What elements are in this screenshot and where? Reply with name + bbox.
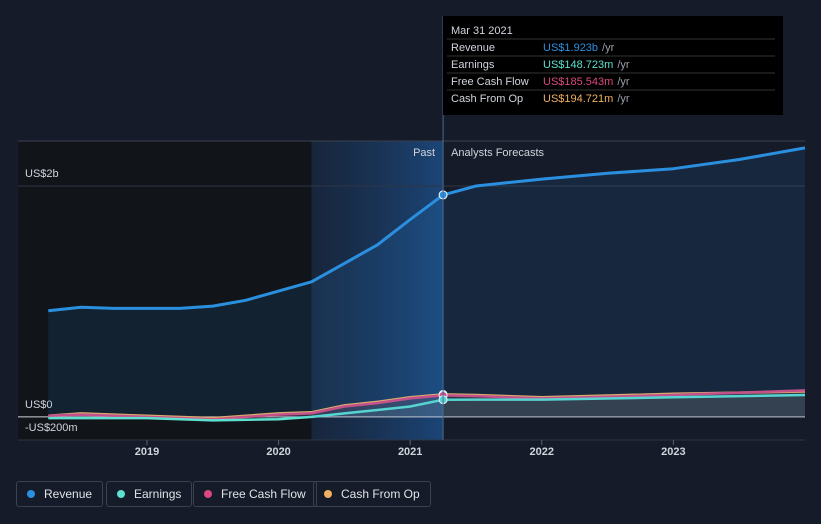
series-area: [48, 395, 806, 421]
tooltip-value-text: US$194.721m: [543, 93, 613, 105]
legend-swatch: [204, 490, 212, 498]
tooltip-suffix: /yr: [617, 59, 630, 71]
tooltip-value-text: US$185.543m: [543, 76, 613, 88]
tooltip-suffix: /yr: [617, 76, 630, 88]
tooltip-value: US$194.721m/yr: [543, 93, 630, 105]
tooltip-label: Free Cash Flow: [451, 76, 529, 88]
tooltip-label: Cash From Op: [451, 93, 523, 105]
y-tick-label: US$0: [25, 399, 53, 411]
series-line: [48, 393, 806, 422]
tooltip-box: [443, 16, 783, 115]
highlight-region: [311, 141, 444, 440]
legend-swatch: [117, 490, 125, 498]
legend-label: Revenue: [44, 487, 93, 501]
legend-label: Earnings: [134, 487, 182, 501]
tooltip-suffix: /yr: [617, 93, 630, 105]
legend-item[interactable]: Revenue: [16, 481, 104, 507]
tooltip-suffix: /yr: [602, 42, 615, 54]
legend-swatch: [324, 490, 332, 498]
series-area: [48, 147, 806, 417]
tooltip-value: US$1.923b/yr: [543, 42, 615, 54]
tooltip-date: Mar 31 2021: [451, 25, 513, 37]
past-background: [18, 141, 312, 440]
x-tick-label: 2019: [135, 446, 159, 458]
tooltip-value: US$148.723m/yr: [543, 59, 630, 71]
legend-item[interactable]: Earnings: [106, 481, 193, 507]
forecast-label: Analysts Forecasts: [451, 147, 544, 159]
tooltip-value-text: US$148.723m: [543, 59, 613, 71]
tooltip-label: Earnings: [451, 59, 495, 71]
x-tick-label: 2022: [530, 446, 554, 458]
legend-swatch: [27, 490, 35, 498]
legend-label: Free Cash Flow: [221, 487, 306, 501]
x-tick-label: 2020: [266, 446, 290, 458]
x-tick-label: 2023: [661, 446, 685, 458]
y-tick-label: US$2b: [25, 168, 59, 180]
y-tick-label: -US$200m: [25, 422, 78, 434]
series-line: [48, 146, 806, 313]
legend-item[interactable]: Cash From Op: [313, 481, 431, 507]
tooltip-value: US$185.543m/yr: [543, 76, 630, 88]
tooltip: Mar 31 2021 Revenue US$1.923b/yr Earnings US…: [443, 16, 783, 115]
past-label: Past: [413, 147, 435, 159]
legend-label: Cash From Op: [341, 487, 420, 501]
tooltip-label: Revenue: [451, 42, 495, 54]
legend-item[interactable]: Free Cash Flow: [193, 481, 317, 507]
tooltip-value-text: US$1.923b: [543, 42, 598, 54]
x-tick-label: 2021: [398, 446, 422, 458]
